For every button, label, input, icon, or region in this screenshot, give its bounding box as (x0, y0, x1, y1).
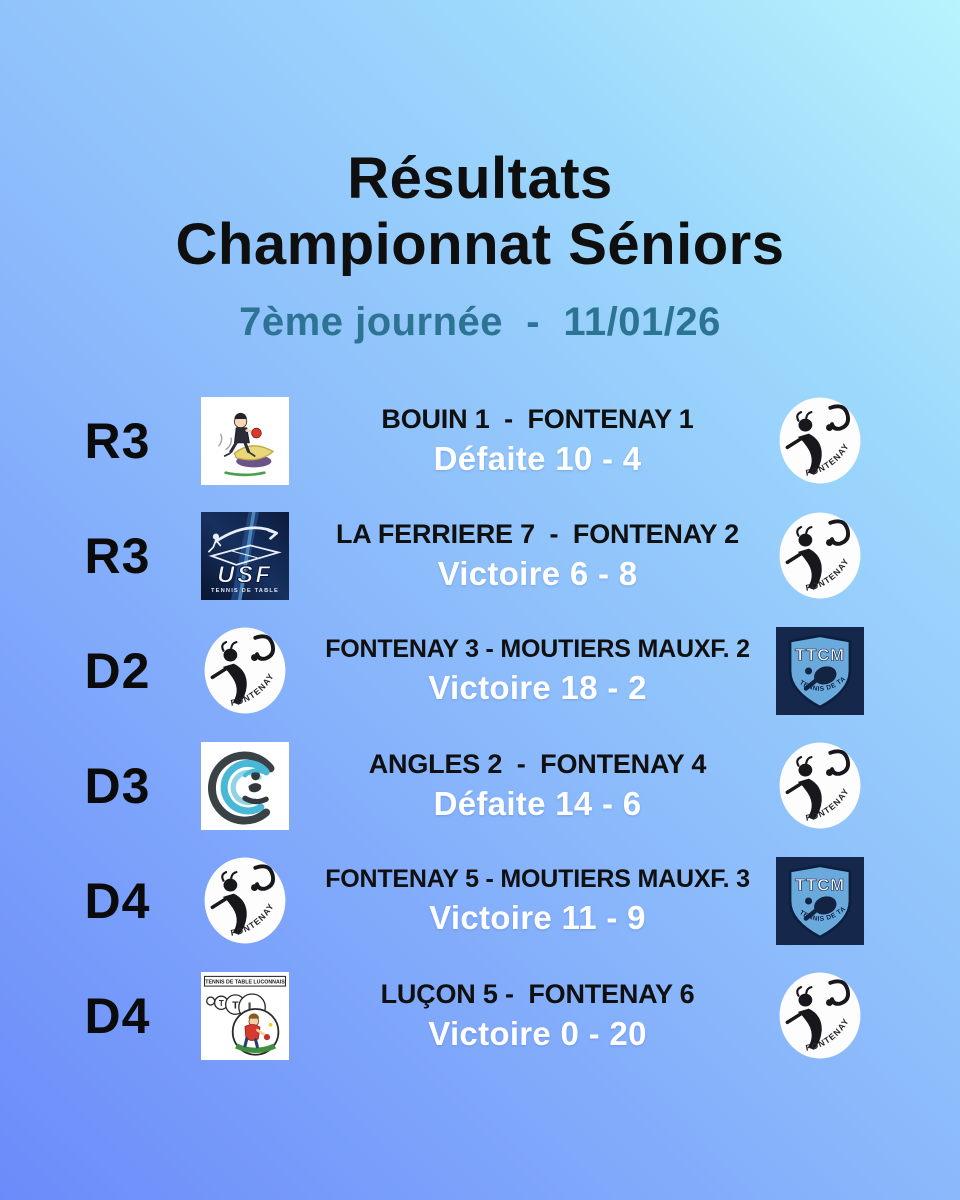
match-result: Victoire 11 - 9 (429, 898, 646, 936)
fontenay-club-logo-icon (175, 624, 315, 717)
angles-club-logo-icon (175, 742, 315, 830)
fontenay-club-logo-icon (760, 394, 880, 487)
match-result: Défaite 14 - 6 (433, 784, 642, 822)
division-label: D2 (84, 642, 151, 699)
match-title: FONTENAY 3 - MOUTIERS MAUXF. 2 (325, 634, 750, 663)
match-title: BOUIN 1 - FONTENAY 1 (381, 403, 694, 434)
page-title-line-1: Résultats (347, 146, 613, 211)
page-title-line-2: Championnat Séniors (175, 212, 785, 277)
match-title: FONTENAY 5 - MOUTIERS MAUXF. 3 (325, 864, 750, 893)
fontenay-club-logo-icon (760, 739, 880, 832)
result-row-lucon-fontenay6: D4 LUÇON 5 - FONTENAY 6 Victoire 0 - 20 (0, 958, 960, 1073)
fontenay-club-logo-icon (760, 509, 880, 602)
result-row-bouin-fontenay1: R3 BOUIN 1 - FONTENAY 1 Défaite 10 - 4 (0, 383, 960, 498)
match-title: LUÇON 5 - FONTENAY 6 (380, 978, 695, 1009)
match-info: FONTENAY 5 - MOUTIERS MAUXF. 3 Victoire … (315, 865, 760, 937)
poster-header: Résultats Championnat Séniors 7ème journ… (0, 146, 960, 345)
match-info: FONTENAY 3 - MOUTIERS MAUXF. 2 Victoire … (315, 635, 760, 707)
result-row-angles-fontenay4: D3 ANGLES 2 - FONTENAY 4 Défaite 14 - 6 (0, 728, 960, 843)
match-title: LA FERRIERE 7 - FONTENAY 2 (336, 518, 739, 549)
division-label: R3 (84, 527, 151, 584)
result-row-fontenay5-moutiers3: D4 FONTENAY 5 - MOUTIERS MAUXF. 3 Victoi… (0, 843, 960, 958)
match-result: Victoire 6 - 8 (437, 554, 638, 592)
match-info: LA FERRIERE 7 - FONTENAY 2 Victoire 6 - … (315, 519, 760, 593)
fontenay-club-logo-icon (175, 854, 315, 947)
division-label: R3 (84, 412, 151, 469)
division-label: D4 (84, 872, 151, 929)
bouin-club-logo-icon (175, 397, 315, 485)
division-label: D3 (84, 757, 151, 814)
match-info: BOUIN 1 - FONTENAY 1 Défaite 10 - 4 (315, 404, 760, 478)
ttcm-moutiers-club-logo-icon (760, 857, 880, 945)
match-result: Défaite 10 - 4 (433, 439, 642, 477)
match-result: Victoire 18 - 2 (428, 668, 647, 706)
lucon-club-logo-icon (175, 972, 315, 1060)
result-row-fontenay3-moutiers2: D2 FONTENAY 3 - MOUTIERS MAUXF. 2 Victoi… (0, 613, 960, 728)
results-list: R3 BOUIN 1 - FONTENAY 1 Défaite 10 - 4 R… (0, 383, 960, 1073)
result-row-laferriere-fontenay2: R3 LA FERRIERE 7 - FONTENAY 2 Victoire 6… (0, 498, 960, 613)
fontenay-club-logo-icon (760, 969, 880, 1062)
match-result: Victoire 0 - 20 (428, 1014, 647, 1052)
match-info: ANGLES 2 - FONTENAY 4 Défaite 14 - 6 (315, 749, 760, 823)
matchday-subtitle: 7ème journée - 11/01/26 (239, 300, 721, 344)
match-info: LUÇON 5 - FONTENAY 6 Victoire 0 - 20 (315, 979, 760, 1053)
division-label: D4 (84, 987, 151, 1044)
match-title: ANGLES 2 - FONTENAY 4 (368, 748, 707, 779)
ttcm-moutiers-club-logo-icon (760, 627, 880, 715)
usf-la-ferriere-club-logo-icon (175, 512, 315, 600)
